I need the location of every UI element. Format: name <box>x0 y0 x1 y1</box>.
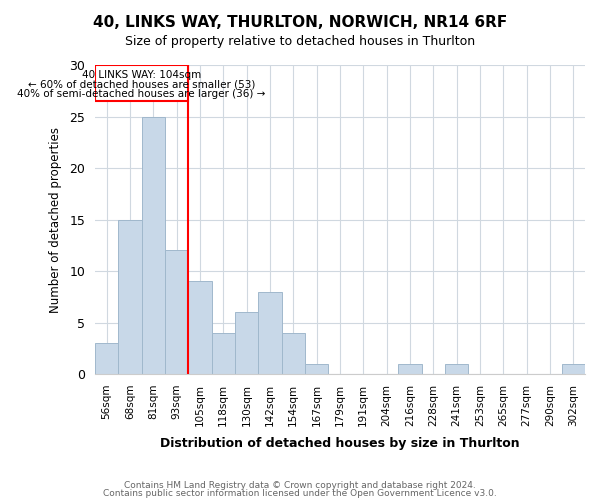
Text: ← 60% of detached houses are smaller (53): ← 60% of detached houses are smaller (53… <box>28 80 255 90</box>
Bar <box>281 333 305 374</box>
Text: 40 LINKS WAY: 104sqm: 40 LINKS WAY: 104sqm <box>82 70 201 80</box>
Text: Contains public sector information licensed under the Open Government Licence v3: Contains public sector information licen… <box>103 488 497 498</box>
Bar <box>212 333 235 374</box>
Bar <box>398 364 422 374</box>
Bar <box>95 343 118 374</box>
Bar <box>188 282 212 374</box>
Bar <box>258 292 281 374</box>
Bar <box>235 312 258 374</box>
Bar <box>142 116 165 374</box>
Bar <box>165 250 188 374</box>
Bar <box>305 364 328 374</box>
Bar <box>562 364 585 374</box>
Y-axis label: Number of detached properties: Number of detached properties <box>49 126 62 312</box>
FancyBboxPatch shape <box>95 65 188 101</box>
Bar <box>445 364 469 374</box>
X-axis label: Distribution of detached houses by size in Thurlton: Distribution of detached houses by size … <box>160 437 520 450</box>
Text: 40, LINKS WAY, THURLTON, NORWICH, NR14 6RF: 40, LINKS WAY, THURLTON, NORWICH, NR14 6… <box>93 15 507 30</box>
Bar <box>118 220 142 374</box>
Text: Size of property relative to detached houses in Thurlton: Size of property relative to detached ho… <box>125 35 475 48</box>
Text: Contains HM Land Registry data © Crown copyright and database right 2024.: Contains HM Land Registry data © Crown c… <box>124 481 476 490</box>
Text: 40% of semi-detached houses are larger (36) →: 40% of semi-detached houses are larger (… <box>17 88 266 99</box>
